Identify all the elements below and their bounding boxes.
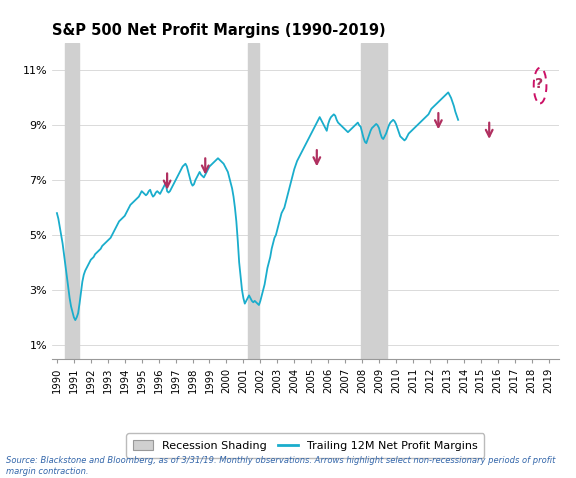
Bar: [66, 43, 79, 358]
Bar: [361, 43, 388, 358]
Bar: [248, 43, 259, 358]
Legend: Recession Shading, Trailing 12M Net Profit Margins: Recession Shading, Trailing 12M Net Prof…: [126, 434, 484, 457]
Text: S&P 500 Net Profit Margins (1990-2019): S&P 500 Net Profit Margins (1990-2019): [52, 22, 385, 38]
Text: Source: Blackstone and Bloomberg, as of 3/31/19. Monthly observations. Arrows hi: Source: Blackstone and Bloomberg, as of …: [6, 456, 555, 476]
Text: ?: ?: [535, 77, 543, 91]
